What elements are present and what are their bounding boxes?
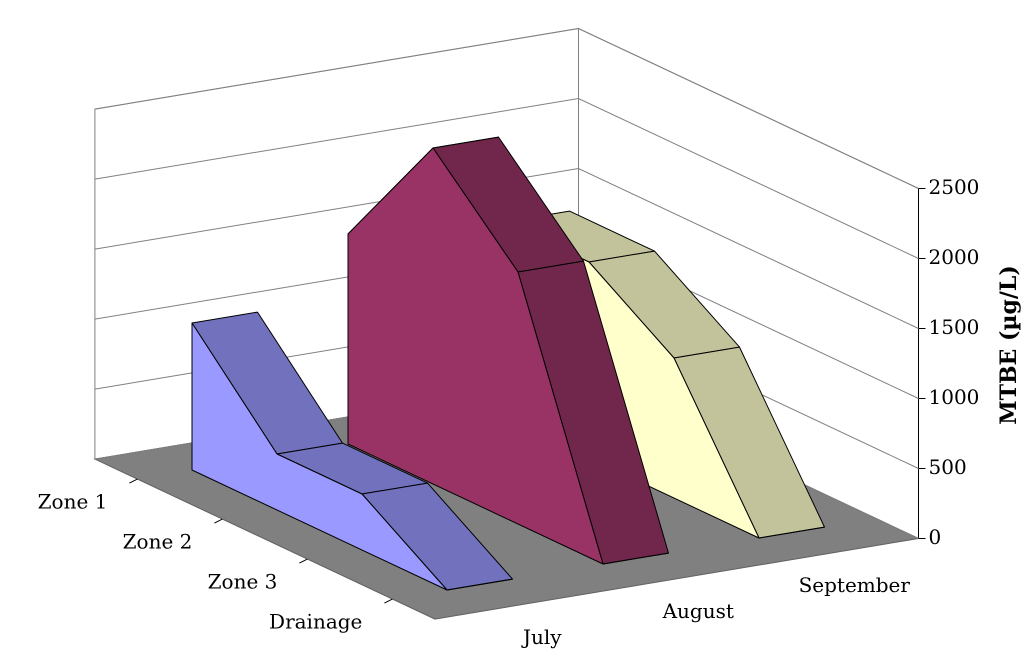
area-front-face xyxy=(191,322,448,591)
grid-line xyxy=(94,167,919,329)
y-tick-label: 500 xyxy=(929,455,967,479)
x-tick xyxy=(299,558,308,564)
series-label: August xyxy=(662,599,734,623)
category-label: Zone 3 xyxy=(208,570,278,594)
x-tick xyxy=(384,598,393,604)
y-tick-label: 1000 xyxy=(929,385,980,409)
area-end-face xyxy=(758,526,825,539)
x-tick xyxy=(214,518,223,524)
y-tick-label: 2000 xyxy=(929,245,980,269)
y-tick-label: 1500 xyxy=(929,315,980,339)
series-label: July xyxy=(521,625,562,649)
area-end-face xyxy=(602,552,669,565)
category-label: Drainage xyxy=(269,610,362,634)
category-label: Zone 2 xyxy=(123,530,193,554)
y-tick-label: 2500 xyxy=(929,175,980,199)
grid-line xyxy=(94,97,919,259)
y-axis-title: MTBE (µg/L) xyxy=(996,265,1022,425)
x-tick xyxy=(129,478,138,484)
area-front-face xyxy=(347,147,604,565)
y-tick-label: 0 xyxy=(929,525,942,549)
grid-line xyxy=(94,27,919,189)
series-label: September xyxy=(799,573,911,597)
area-end-face xyxy=(446,578,513,591)
category-label: Zone 1 xyxy=(38,490,108,514)
